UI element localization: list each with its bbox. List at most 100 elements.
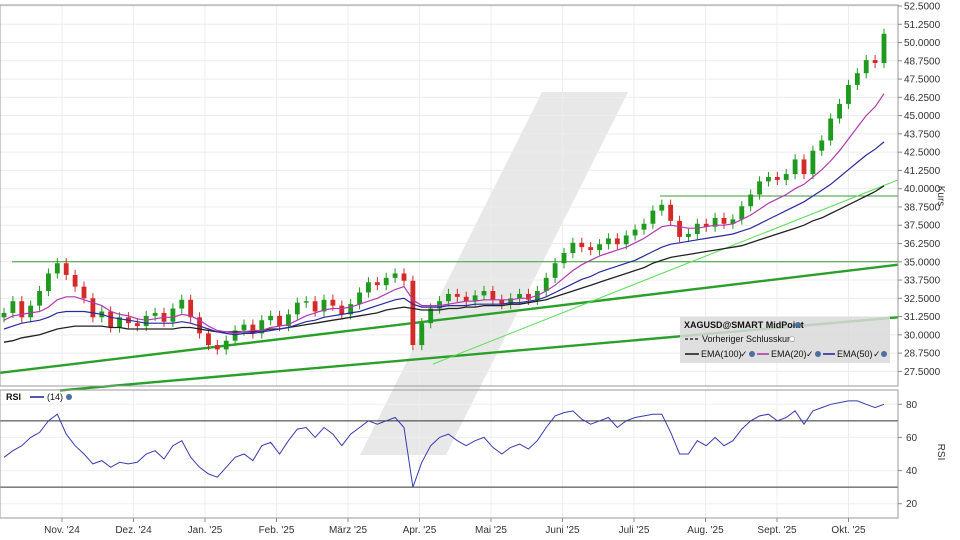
price-tick-label: 43.7500 bbox=[904, 129, 941, 140]
candle-body bbox=[321, 299, 327, 312]
candle-body bbox=[686, 234, 691, 237]
price-tick-label: 36.2500 bbox=[904, 239, 941, 250]
rsi-axis-title: RSI bbox=[935, 444, 946, 461]
candle-body bbox=[783, 174, 789, 180]
candle-body bbox=[330, 299, 336, 306]
candle-body bbox=[570, 242, 576, 253]
candle-body bbox=[623, 235, 629, 245]
time-tick-label: Feb. '25 bbox=[259, 525, 295, 536]
price-tick-label: 50.0000 bbox=[904, 38, 941, 49]
rsi-panel-frame bbox=[0, 389, 899, 519]
rsi-legend-title: RSI bbox=[6, 392, 21, 402]
rsi-series-line bbox=[3, 400, 885, 488]
legend-ema20: EMA(20) bbox=[771, 349, 807, 359]
legend-title-icon bbox=[795, 322, 801, 328]
candle-body bbox=[250, 324, 256, 334]
price-tick-label: 51.2500 bbox=[904, 20, 941, 31]
candle-body bbox=[383, 277, 389, 286]
rsi-line bbox=[3, 400, 885, 488]
candle-body bbox=[490, 291, 496, 300]
legend-ema20-icon bbox=[815, 351, 821, 357]
price-tick-label: 32.5000 bbox=[904, 294, 941, 305]
candle-body bbox=[828, 118, 834, 141]
candle-body bbox=[37, 291, 42, 306]
legend-ema100-icon bbox=[749, 351, 755, 357]
price-tick-label: 52.5000 bbox=[904, 2, 941, 13]
price-tick-label: 31.2500 bbox=[904, 312, 941, 323]
candle-body bbox=[357, 292, 362, 305]
price-tick-label: 46.2500 bbox=[904, 93, 941, 104]
legend-ema50-icon bbox=[881, 351, 887, 357]
trendline-upper bbox=[0, 263, 899, 375]
candle-body bbox=[28, 305, 34, 318]
candle-body bbox=[561, 253, 567, 264]
candle-body bbox=[312, 301, 318, 312]
price-tick-label: 28.7500 bbox=[904, 349, 941, 360]
price-tick-label: 41.2500 bbox=[904, 166, 941, 177]
candle-body bbox=[197, 317, 202, 334]
candle-body bbox=[179, 299, 185, 309]
legend-prev-close: Vorheriger Schlusskurs bbox=[702, 334, 795, 344]
time-tick-label: Mai '25 bbox=[475, 525, 507, 536]
price-tick-label: 38.7500 bbox=[904, 202, 941, 213]
rsi-tick-label: 60 bbox=[906, 433, 918, 444]
candle-body bbox=[241, 324, 247, 331]
candle-body bbox=[499, 299, 505, 305]
candle-body bbox=[508, 298, 514, 305]
rsi-axis: 80 60 40 20 bbox=[898, 400, 918, 510]
price-axis-title: Kurs bbox=[935, 186, 946, 207]
candle-body bbox=[632, 229, 638, 236]
candle-body bbox=[641, 223, 647, 230]
candle-body bbox=[54, 263, 60, 274]
price-tick-label: 27.5000 bbox=[904, 367, 941, 378]
rsi-tick-label: 80 bbox=[906, 400, 918, 411]
candle-body bbox=[463, 296, 469, 302]
legend-ema20-check: ✓ bbox=[806, 349, 814, 359]
candle-body bbox=[419, 323, 425, 346]
candle-body bbox=[881, 33, 887, 63]
candle-body bbox=[606, 238, 611, 245]
candle-body bbox=[650, 210, 656, 224]
legend-ema100-check: ✓ bbox=[740, 349, 748, 359]
candle-body bbox=[481, 291, 487, 296]
candle-body bbox=[374, 282, 380, 286]
ema-lines bbox=[3, 93, 885, 343]
rsi-grid bbox=[0, 403, 898, 505]
candle-body bbox=[366, 282, 371, 293]
price-panel-frame bbox=[0, 4, 899, 387]
candle-body bbox=[232, 330, 238, 341]
candle-body bbox=[792, 159, 798, 175]
candle-body bbox=[659, 204, 665, 211]
candle-body bbox=[837, 103, 842, 119]
candle-body bbox=[588, 247, 594, 251]
candle-body bbox=[712, 217, 718, 227]
candle-body bbox=[730, 219, 736, 224]
candle-body bbox=[19, 301, 25, 318]
price-tick-label: 47.5000 bbox=[904, 75, 941, 86]
time-tick-label: Juli '25 bbox=[619, 525, 650, 536]
candle-body bbox=[392, 273, 398, 278]
candle-body bbox=[757, 181, 762, 195]
rsi-legend-period: (14) bbox=[47, 392, 63, 402]
candle-body bbox=[214, 345, 220, 350]
ema100-line bbox=[3, 185, 885, 343]
candle-body bbox=[108, 311, 114, 328]
candle-body bbox=[526, 293, 531, 300]
price-tick-label: 40.0000 bbox=[904, 184, 941, 195]
price-tick-label: 33.7500 bbox=[904, 276, 941, 287]
price-axis: 52.5000 51.2500 50.0000 48.7500 47.5000 46.25… bbox=[898, 2, 941, 378]
candle-body bbox=[348, 304, 354, 315]
time-axis: Nov. '24 Dez. '24 Jan. '25 Feb. '25 März '25… bbox=[44, 518, 866, 536]
time-tick-label: Sept. '25 bbox=[757, 525, 797, 536]
price-tick-label: 42.5000 bbox=[904, 148, 941, 159]
candle-body bbox=[268, 315, 274, 321]
candle-body bbox=[872, 60, 878, 63]
candle-body bbox=[810, 150, 816, 175]
candle-body bbox=[614, 238, 620, 245]
rsi-legend: RSI (14) bbox=[6, 392, 72, 402]
rsi-legend-icon bbox=[66, 394, 72, 400]
candle-body bbox=[739, 206, 745, 220]
candle-body bbox=[63, 263, 69, 275]
